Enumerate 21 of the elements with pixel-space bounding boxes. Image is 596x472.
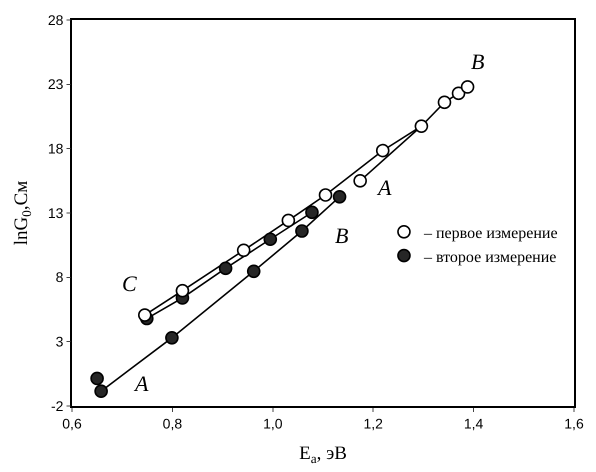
y-tick-label: -2 [50,398,64,414]
legend-label: – второе измерение [422,248,556,266]
annotation: B [471,49,484,74]
y-tick-label: 3 [56,334,64,350]
x-tick-label: 0,8 [162,416,182,432]
annotation: B [335,223,348,248]
y-tick-label: 13 [48,204,64,221]
legend-label: – первое измерение [422,225,558,242]
y-tick-label: 8 [56,269,64,286]
x-tick-label: 1,2 [363,416,384,432]
annotation: C [122,271,137,296]
annotation: A [376,175,392,200]
y-tick-label: 23 [48,76,64,92]
annotation: A [133,371,149,396]
x-tick-label: 0,6 [62,416,82,432]
x-tick-label: 1,0 [263,416,283,432]
y-tick-label: 18 [48,140,64,157]
x-tick-label: 1,6 [564,416,584,432]
x-tick-label: 1,4 [464,416,484,432]
y-tick-label: 28 [48,12,64,28]
x-axis-title: E$_{а}$, эВ [299,442,347,466]
